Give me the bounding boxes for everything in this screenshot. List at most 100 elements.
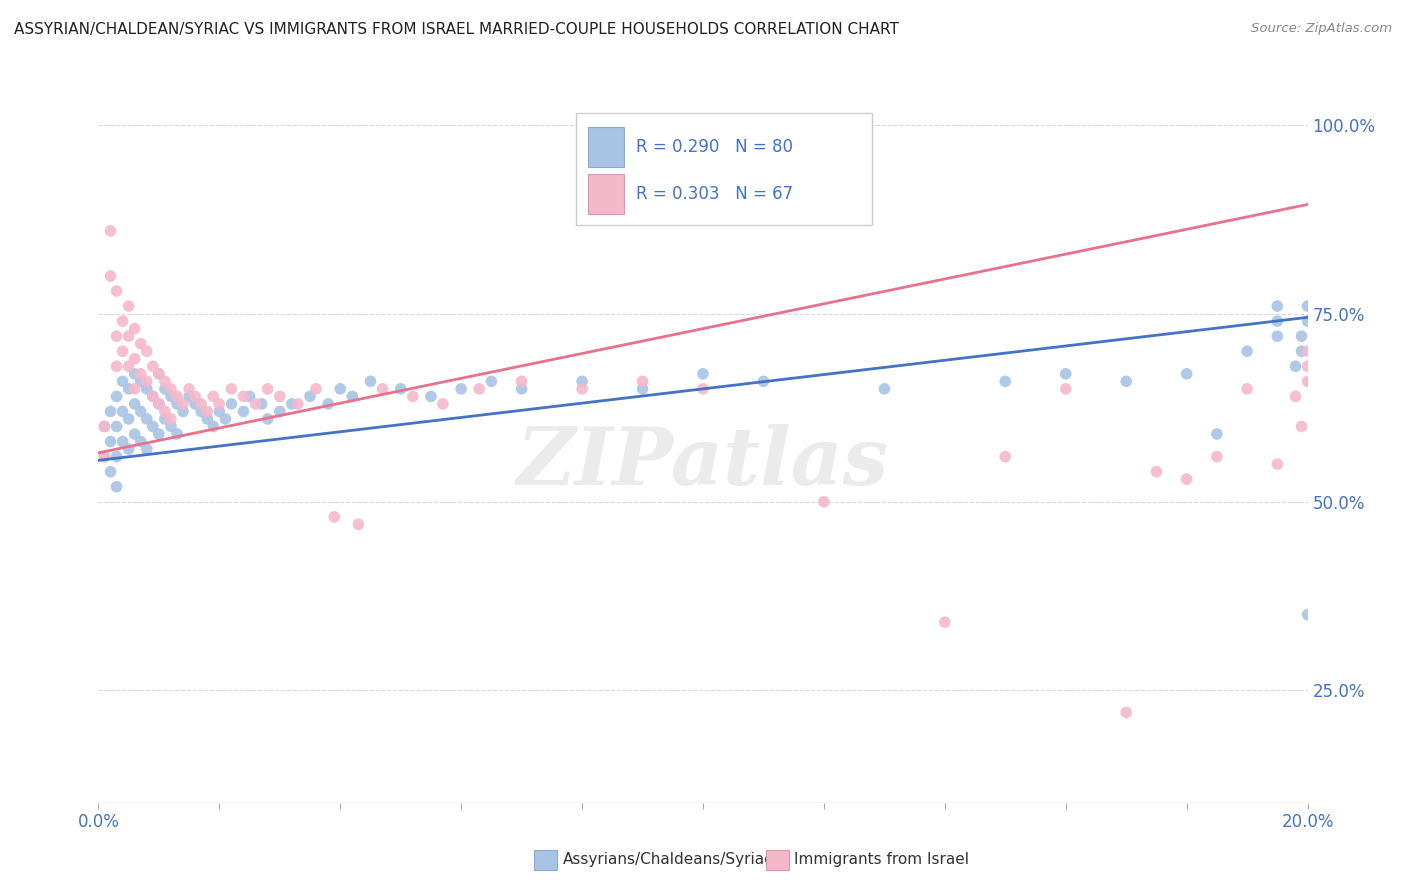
Point	[208, 397, 231, 411]
Point	[105, 359, 128, 374]
FancyBboxPatch shape	[576, 112, 872, 225]
Point	[1296, 607, 1319, 622]
Point	[934, 615, 956, 630]
Point	[510, 375, 533, 389]
Point	[153, 375, 176, 389]
Point	[752, 375, 775, 389]
Point	[1267, 314, 1289, 328]
Point	[129, 375, 152, 389]
Point	[250, 397, 273, 411]
Point	[153, 382, 176, 396]
Point	[124, 367, 146, 381]
Point	[179, 382, 201, 396]
Point	[135, 344, 157, 359]
Point	[239, 389, 262, 403]
Point	[135, 412, 157, 426]
Point	[256, 412, 278, 426]
Point	[160, 389, 183, 403]
Point	[105, 284, 128, 298]
Point	[1284, 359, 1306, 374]
Point	[1144, 465, 1167, 479]
Point	[316, 397, 339, 411]
Text: R = 0.290   N = 80: R = 0.290 N = 80	[637, 137, 793, 156]
Point	[111, 314, 134, 328]
Point	[135, 382, 157, 396]
Point	[202, 389, 225, 403]
Point	[153, 412, 176, 426]
Point	[111, 434, 134, 449]
Point	[111, 344, 134, 359]
Point	[190, 404, 212, 418]
Point	[111, 404, 134, 418]
Point	[1175, 367, 1198, 381]
Point	[402, 389, 425, 403]
Point	[1175, 472, 1198, 486]
Point	[184, 389, 207, 403]
Text: ASSYRIAN/CHALDEAN/SYRIAC VS IMMIGRANTS FROM ISRAEL MARRIED-COUPLE HOUSEHOLDS COR: ASSYRIAN/CHALDEAN/SYRIAC VS IMMIGRANTS F…	[14, 22, 898, 37]
Point	[510, 382, 533, 396]
Point	[135, 375, 157, 389]
Point	[118, 299, 141, 313]
Point	[1267, 329, 1289, 343]
Point	[329, 382, 352, 396]
Point	[371, 382, 394, 396]
Point	[118, 442, 141, 456]
Point	[124, 321, 146, 335]
Point	[142, 389, 165, 403]
Point	[305, 382, 328, 396]
Point	[813, 494, 835, 508]
Point	[1291, 344, 1313, 359]
Point	[148, 367, 170, 381]
Point	[1296, 344, 1319, 359]
Point	[148, 367, 170, 381]
Point	[129, 336, 152, 351]
Point	[389, 382, 412, 396]
Point	[232, 389, 254, 403]
Point	[631, 382, 654, 396]
Point	[420, 389, 443, 403]
Point	[172, 397, 194, 411]
Text: Immigrants from Israel: Immigrants from Israel	[794, 853, 969, 867]
Point	[172, 404, 194, 418]
Point	[1267, 457, 1289, 471]
Point	[129, 434, 152, 449]
Point	[1054, 367, 1077, 381]
Point	[1236, 344, 1258, 359]
Point	[360, 375, 382, 389]
Point	[1115, 706, 1137, 720]
Point	[100, 434, 122, 449]
Point	[148, 397, 170, 411]
Point	[153, 404, 176, 418]
Point	[142, 389, 165, 403]
Point	[100, 404, 122, 418]
Point	[1291, 329, 1313, 343]
Point	[142, 419, 165, 434]
Point	[1115, 375, 1137, 389]
Text: ZIPatlas: ZIPatlas	[517, 425, 889, 502]
Point	[468, 382, 491, 396]
Text: R = 0.303   N = 67: R = 0.303 N = 67	[637, 185, 793, 202]
Point	[323, 509, 346, 524]
Point	[100, 268, 122, 283]
Point	[142, 359, 165, 374]
Point	[124, 397, 146, 411]
Point	[1296, 359, 1319, 374]
Point	[160, 382, 183, 396]
Point	[1296, 375, 1319, 389]
Point	[129, 367, 152, 381]
Point	[118, 329, 141, 343]
Point	[873, 382, 896, 396]
Point	[692, 367, 714, 381]
Point	[1296, 299, 1319, 313]
Point	[166, 427, 188, 442]
Point	[287, 397, 309, 411]
Point	[100, 224, 122, 238]
Point	[118, 382, 141, 396]
Point	[195, 412, 218, 426]
Text: Assyrians/Chaldeans/Syriacs: Assyrians/Chaldeans/Syriacs	[562, 853, 780, 867]
Point	[105, 329, 128, 343]
Point	[118, 412, 141, 426]
Bar	[588, 128, 624, 167]
Point	[118, 359, 141, 374]
Point	[166, 389, 188, 403]
